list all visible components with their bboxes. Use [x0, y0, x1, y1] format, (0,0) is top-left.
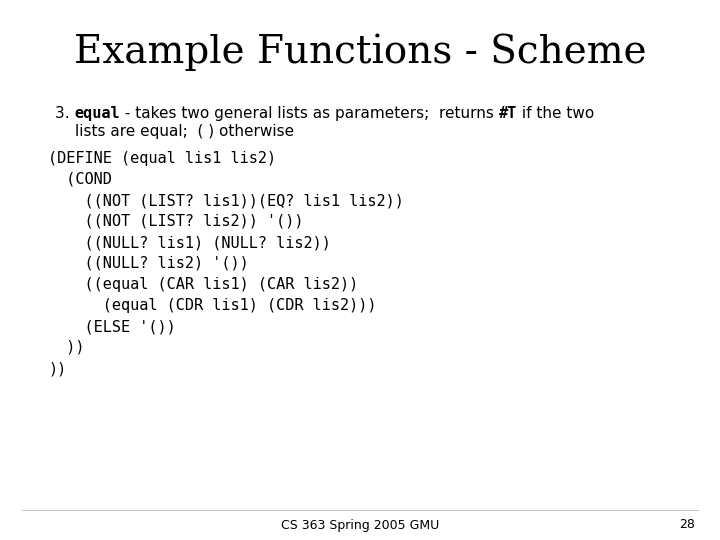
Text: ((NULL? lis1) (NULL? lis2)): ((NULL? lis1) (NULL? lis2))	[48, 235, 331, 250]
Text: if the two: if the two	[517, 106, 595, 121]
Text: ((NOT (LIST? lis2)) '()): ((NOT (LIST? lis2)) '())	[48, 214, 304, 229]
Text: - takes two general lists as parameters;  returns: - takes two general lists as parameters;…	[120, 106, 499, 121]
Text: lists are equal;  ( ) otherwise: lists are equal; ( ) otherwise	[75, 124, 294, 139]
Text: #T: #T	[499, 106, 517, 121]
Text: (COND: (COND	[48, 172, 112, 187]
Text: Example Functions - Scheme: Example Functions - Scheme	[73, 33, 647, 71]
Text: ((equal (CAR lis1) (CAR lis2)): ((equal (CAR lis1) (CAR lis2))	[48, 277, 359, 292]
Text: equal: equal	[74, 106, 120, 121]
Text: (ELSE '()): (ELSE '())	[48, 319, 176, 334]
Text: ((NULL? lis2) '()): ((NULL? lis2) '())	[48, 256, 248, 271]
Text: 28: 28	[679, 518, 695, 531]
Text: )): ))	[48, 361, 66, 376]
Text: (equal (CDR lis1) (CDR lis2))): (equal (CDR lis1) (CDR lis2)))	[48, 298, 377, 313]
Text: (DEFINE (equal lis1 lis2): (DEFINE (equal lis1 lis2)	[48, 151, 276, 166]
Text: ((NOT (LIST? lis1))(EQ? lis1 lis2)): ((NOT (LIST? lis1))(EQ? lis1 lis2))	[48, 193, 404, 208]
Text: CS 363 Spring 2005 GMU: CS 363 Spring 2005 GMU	[281, 518, 439, 531]
Text: 3.: 3.	[55, 106, 74, 121]
Text: )): ))	[48, 340, 84, 355]
